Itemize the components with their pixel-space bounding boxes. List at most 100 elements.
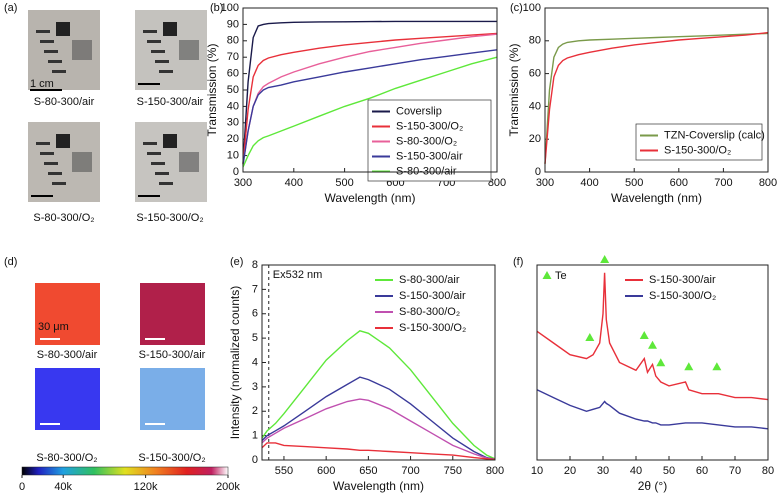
legend-label: TZN-Coverslip (calc): [664, 129, 765, 141]
x-tick-label: 800: [759, 177, 777, 189]
target-bars: [159, 70, 173, 73]
series-line: [242, 32, 498, 164]
target-bars: [36, 30, 50, 33]
legend-label: Coverslip: [396, 105, 442, 117]
plot-frame: [261, 264, 496, 461]
series-line: [242, 56, 498, 168]
target-bars: [40, 152, 54, 155]
image-caption: S-150-300/O₂: [138, 452, 205, 464]
y-axis-label: Intensity (normalized counts): [228, 286, 242, 439]
legend-label: S-150-300/air: [399, 290, 466, 302]
x-axis-label: Wavelength (nm): [333, 479, 424, 493]
colorbar-tick-label: 0: [19, 481, 25, 493]
panel-label: (a): [4, 2, 17, 14]
annotation: Ex532 nm: [273, 269, 323, 281]
legend-label: Te: [555, 270, 567, 282]
target-bars: [155, 60, 169, 63]
legend-label: S-80-300/O₂: [396, 135, 457, 147]
scale-label: 30 μm: [38, 321, 69, 333]
panel-label: (d): [4, 256, 17, 268]
x-tick-label: 20: [564, 465, 576, 477]
legend-label: S-150-300/O₂: [664, 144, 731, 156]
scale-label: 1 cm: [30, 78, 54, 90]
target-bars: [143, 142, 157, 145]
image-caption: S-80-300/air: [37, 349, 98, 361]
legend-label: S-150-300/air: [649, 274, 716, 286]
x-tick-label: 500: [335, 177, 353, 189]
y-axis-label: Transmission (%): [205, 44, 219, 137]
series-line: [261, 330, 496, 460]
legend-label: S-150-300/O₂: [396, 120, 463, 132]
x-tick-label: 30: [597, 465, 609, 477]
series-line: [242, 20, 497, 164]
target-pattern: [179, 40, 199, 60]
colorbar-tick-label: 40k: [54, 481, 72, 493]
y-tick-label: 5: [252, 332, 258, 344]
x-tick-label: 40: [630, 465, 642, 477]
target-bars: [151, 50, 165, 53]
y-tick-label: 100: [221, 2, 239, 14]
y-tick-label: 40: [529, 100, 541, 112]
target-pattern: [163, 22, 177, 36]
series-line: [261, 442, 496, 461]
target-bars: [44, 162, 58, 165]
target-pattern: [163, 134, 177, 148]
target-bars: [147, 40, 161, 43]
peak-marker: [656, 358, 666, 367]
panel-label: (f): [513, 256, 523, 268]
target-pattern: [179, 152, 199, 172]
y-tick-label: 90: [227, 18, 239, 30]
image-caption: S-80-300/air: [34, 96, 95, 108]
series-line: [261, 376, 496, 460]
target-pattern: [56, 134, 70, 148]
y-tick-label: 70: [227, 51, 239, 63]
legend-marker: [542, 271, 552, 279]
peak-marker: [585, 332, 595, 341]
target-bars: [44, 50, 58, 53]
y-tick-label: 8: [252, 259, 258, 271]
y-tick-label: 50: [227, 84, 239, 96]
series-line: [544, 32, 769, 164]
legend-label: S-150-300/O₂: [399, 322, 466, 334]
legend-box: [635, 123, 763, 161]
target-bars: [159, 182, 173, 185]
y-tick-label: 30: [227, 117, 239, 129]
x-tick-label: 600: [317, 465, 335, 477]
target-pattern: [72, 40, 92, 60]
y-tick-label: 60: [227, 68, 239, 80]
target-bars: [52, 182, 66, 185]
image-caption: S-150-300/O₂: [136, 212, 203, 224]
y-tick-label: 0: [233, 166, 239, 178]
x-tick-label: 700: [714, 177, 732, 189]
panel-label: (b): [210, 2, 223, 14]
x-tick-label: 800: [488, 177, 506, 189]
series-line: [261, 398, 496, 461]
legend-label: S-80-300/air: [396, 165, 457, 177]
panel-label: (c): [510, 2, 523, 14]
y-tick-label: 80: [227, 35, 239, 47]
plot-frame: [536, 264, 769, 461]
sample-image: [140, 283, 205, 345]
x-tick-label: 50: [663, 465, 675, 477]
x-tick-label: 300: [536, 177, 554, 189]
image-caption: S-80-300/O₂: [36, 452, 97, 464]
x-tick-label: 60: [696, 465, 708, 477]
x-axis-label: Wavelength (nm): [611, 191, 702, 205]
y-tick-label: 40: [227, 100, 239, 112]
colorbar-tick-label: 120k: [134, 481, 158, 493]
peak-marker: [712, 362, 722, 371]
colorbar-tick-label: 200k: [216, 481, 240, 493]
legend-label: S-150-300/O₂: [649, 290, 716, 302]
colorbar: [21, 466, 229, 476]
x-tick-label: 550: [275, 465, 293, 477]
y-tick-label: 2: [252, 405, 258, 417]
x-tick-label: 300: [234, 177, 252, 189]
x-tick-label: 70: [729, 465, 741, 477]
peak-marker: [684, 362, 694, 371]
x-axis-label: 2θ (°): [638, 479, 667, 493]
x-tick-label: 400: [580, 177, 598, 189]
x-tick-label: 650: [359, 465, 377, 477]
target-bars: [48, 172, 62, 175]
y-tick-label: 20: [227, 133, 239, 145]
y-axis-label: Transmission (%): [507, 44, 521, 137]
